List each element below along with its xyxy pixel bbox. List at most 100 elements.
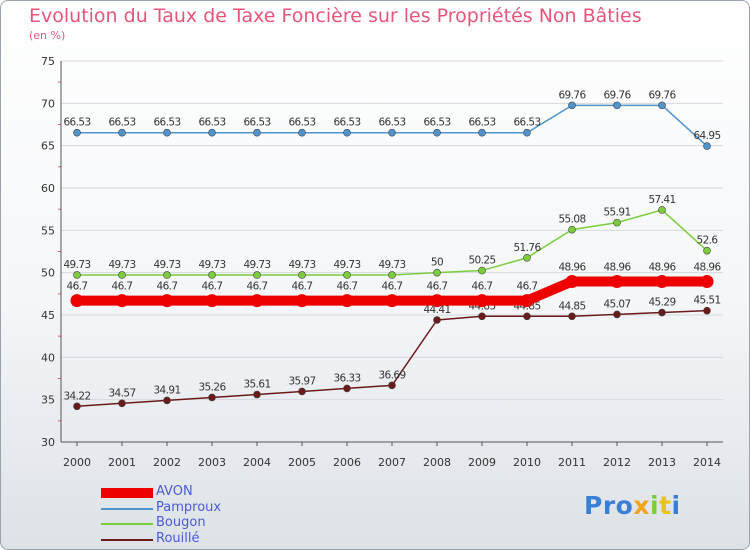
data-point xyxy=(343,128,351,137)
data-point xyxy=(703,306,711,315)
data-point xyxy=(478,266,486,275)
data-label: 44.41 xyxy=(423,304,450,316)
data-point xyxy=(73,271,81,279)
data-point xyxy=(118,399,126,408)
data-label: 48.96 xyxy=(558,261,586,273)
chart-subtitle: (en %) xyxy=(29,29,66,42)
data-point xyxy=(163,128,171,137)
data-point xyxy=(343,271,351,279)
data-point xyxy=(613,101,621,110)
data-point xyxy=(703,142,711,150)
data-label: 66.53 xyxy=(243,117,270,129)
legend-swatch xyxy=(101,507,153,510)
data-label: 46.7 xyxy=(517,281,538,293)
data-point xyxy=(343,384,351,393)
y-tick-label: 60 xyxy=(41,182,55,195)
data-point xyxy=(520,294,534,308)
data-point xyxy=(250,294,264,308)
legend-swatch xyxy=(101,523,153,525)
data-point xyxy=(70,294,84,308)
data-label: 66.53 xyxy=(513,117,540,129)
data-label: 49.73 xyxy=(63,259,90,271)
data-point xyxy=(208,393,216,402)
data-point xyxy=(433,268,441,277)
data-label: 45.29 xyxy=(648,297,675,309)
data-point xyxy=(478,312,486,321)
legend-swatch xyxy=(101,488,153,498)
logo-letter: i xyxy=(671,491,681,520)
data-label: 69.76 xyxy=(648,89,676,101)
data-label: 46.7 xyxy=(472,281,493,293)
data-label: 49.73 xyxy=(153,259,180,271)
x-tick-label: 2009 xyxy=(468,456,496,469)
data-point xyxy=(118,128,126,137)
chart-title: Evolution du Taux de Taxe Foncière sur l… xyxy=(29,5,642,27)
data-label: 66.53 xyxy=(333,117,360,129)
data-label: 44.85 xyxy=(558,300,585,312)
data-point xyxy=(655,274,669,288)
data-label: 49.73 xyxy=(108,259,135,271)
data-point xyxy=(163,271,171,279)
x-tick-label: 2000 xyxy=(63,456,91,469)
series-pamproux: 66.53 66.53 66.53 66.53 66.53 66.53 66.53 66.53… xyxy=(63,89,721,150)
data-point xyxy=(430,294,444,308)
data-point xyxy=(658,308,666,317)
data-label: 51.76 xyxy=(513,242,541,254)
data-label: 46.7 xyxy=(202,281,223,293)
x-tick-label: 2011 xyxy=(558,456,586,469)
y-tick-label: 30 xyxy=(41,436,55,449)
x-tick-label: 2013 xyxy=(648,456,676,469)
data-point xyxy=(433,316,441,324)
data-label: 34.57 xyxy=(108,387,135,399)
data-point xyxy=(253,271,261,279)
x-tick-label: 2001 xyxy=(108,456,136,469)
data-label: 66.53 xyxy=(198,117,225,129)
data-label: 55.08 xyxy=(558,214,585,226)
data-point xyxy=(388,271,396,279)
series-rouillé: 34.22 34.57 34.91 35.26 35.61 35.97 36.33 36.69… xyxy=(63,295,721,411)
data-point xyxy=(340,294,354,308)
data-point xyxy=(658,101,666,110)
data-label: 48.96 xyxy=(648,261,676,273)
data-label: 52.6 xyxy=(697,235,719,247)
y-tick-label: 70 xyxy=(41,97,55,110)
data-point xyxy=(298,271,306,279)
x-tick-label: 2003 xyxy=(198,456,226,469)
data-label: 46.7 xyxy=(112,281,133,293)
data-label: 64.95 xyxy=(693,130,720,142)
data-point xyxy=(613,218,621,227)
data-label: 35.26 xyxy=(198,381,226,393)
y-tick-label: 40 xyxy=(41,351,55,364)
data-label: 69.76 xyxy=(603,89,631,101)
x-tick-label: 2006 xyxy=(333,456,361,469)
data-point xyxy=(568,101,576,110)
data-label: 35.97 xyxy=(288,375,315,387)
x-tick-label: 2008 xyxy=(423,456,451,469)
data-label: 49.73 xyxy=(333,259,360,271)
data-point xyxy=(523,312,531,321)
data-point xyxy=(205,294,219,308)
data-point xyxy=(253,390,261,399)
data-point xyxy=(115,294,129,308)
data-label: 34.91 xyxy=(153,384,180,396)
data-label: 36.33 xyxy=(333,372,360,384)
data-point xyxy=(388,381,396,390)
x-tick-label: 2005 xyxy=(288,456,316,469)
y-tick-label: 35 xyxy=(41,394,55,407)
data-label: 34.22 xyxy=(63,390,90,402)
data-point xyxy=(160,294,174,308)
data-point xyxy=(703,246,711,255)
series-bougon: 49.73 49.73 49.73 49.73 49.73 49.73 49.73 49.73… xyxy=(63,194,719,279)
y-tick-label: 75 xyxy=(41,55,55,68)
proxiti-logo: Proxiti xyxy=(584,491,681,520)
legend-label: Pamproux xyxy=(156,499,222,515)
logo-letter: P xyxy=(584,491,603,520)
data-label: 46.7 xyxy=(382,281,403,293)
legend-label: Rouillé xyxy=(156,530,200,546)
data-label: 66.53 xyxy=(468,117,495,129)
data-point xyxy=(433,128,441,137)
data-label: 36.69 xyxy=(378,369,405,381)
data-point xyxy=(475,294,489,308)
